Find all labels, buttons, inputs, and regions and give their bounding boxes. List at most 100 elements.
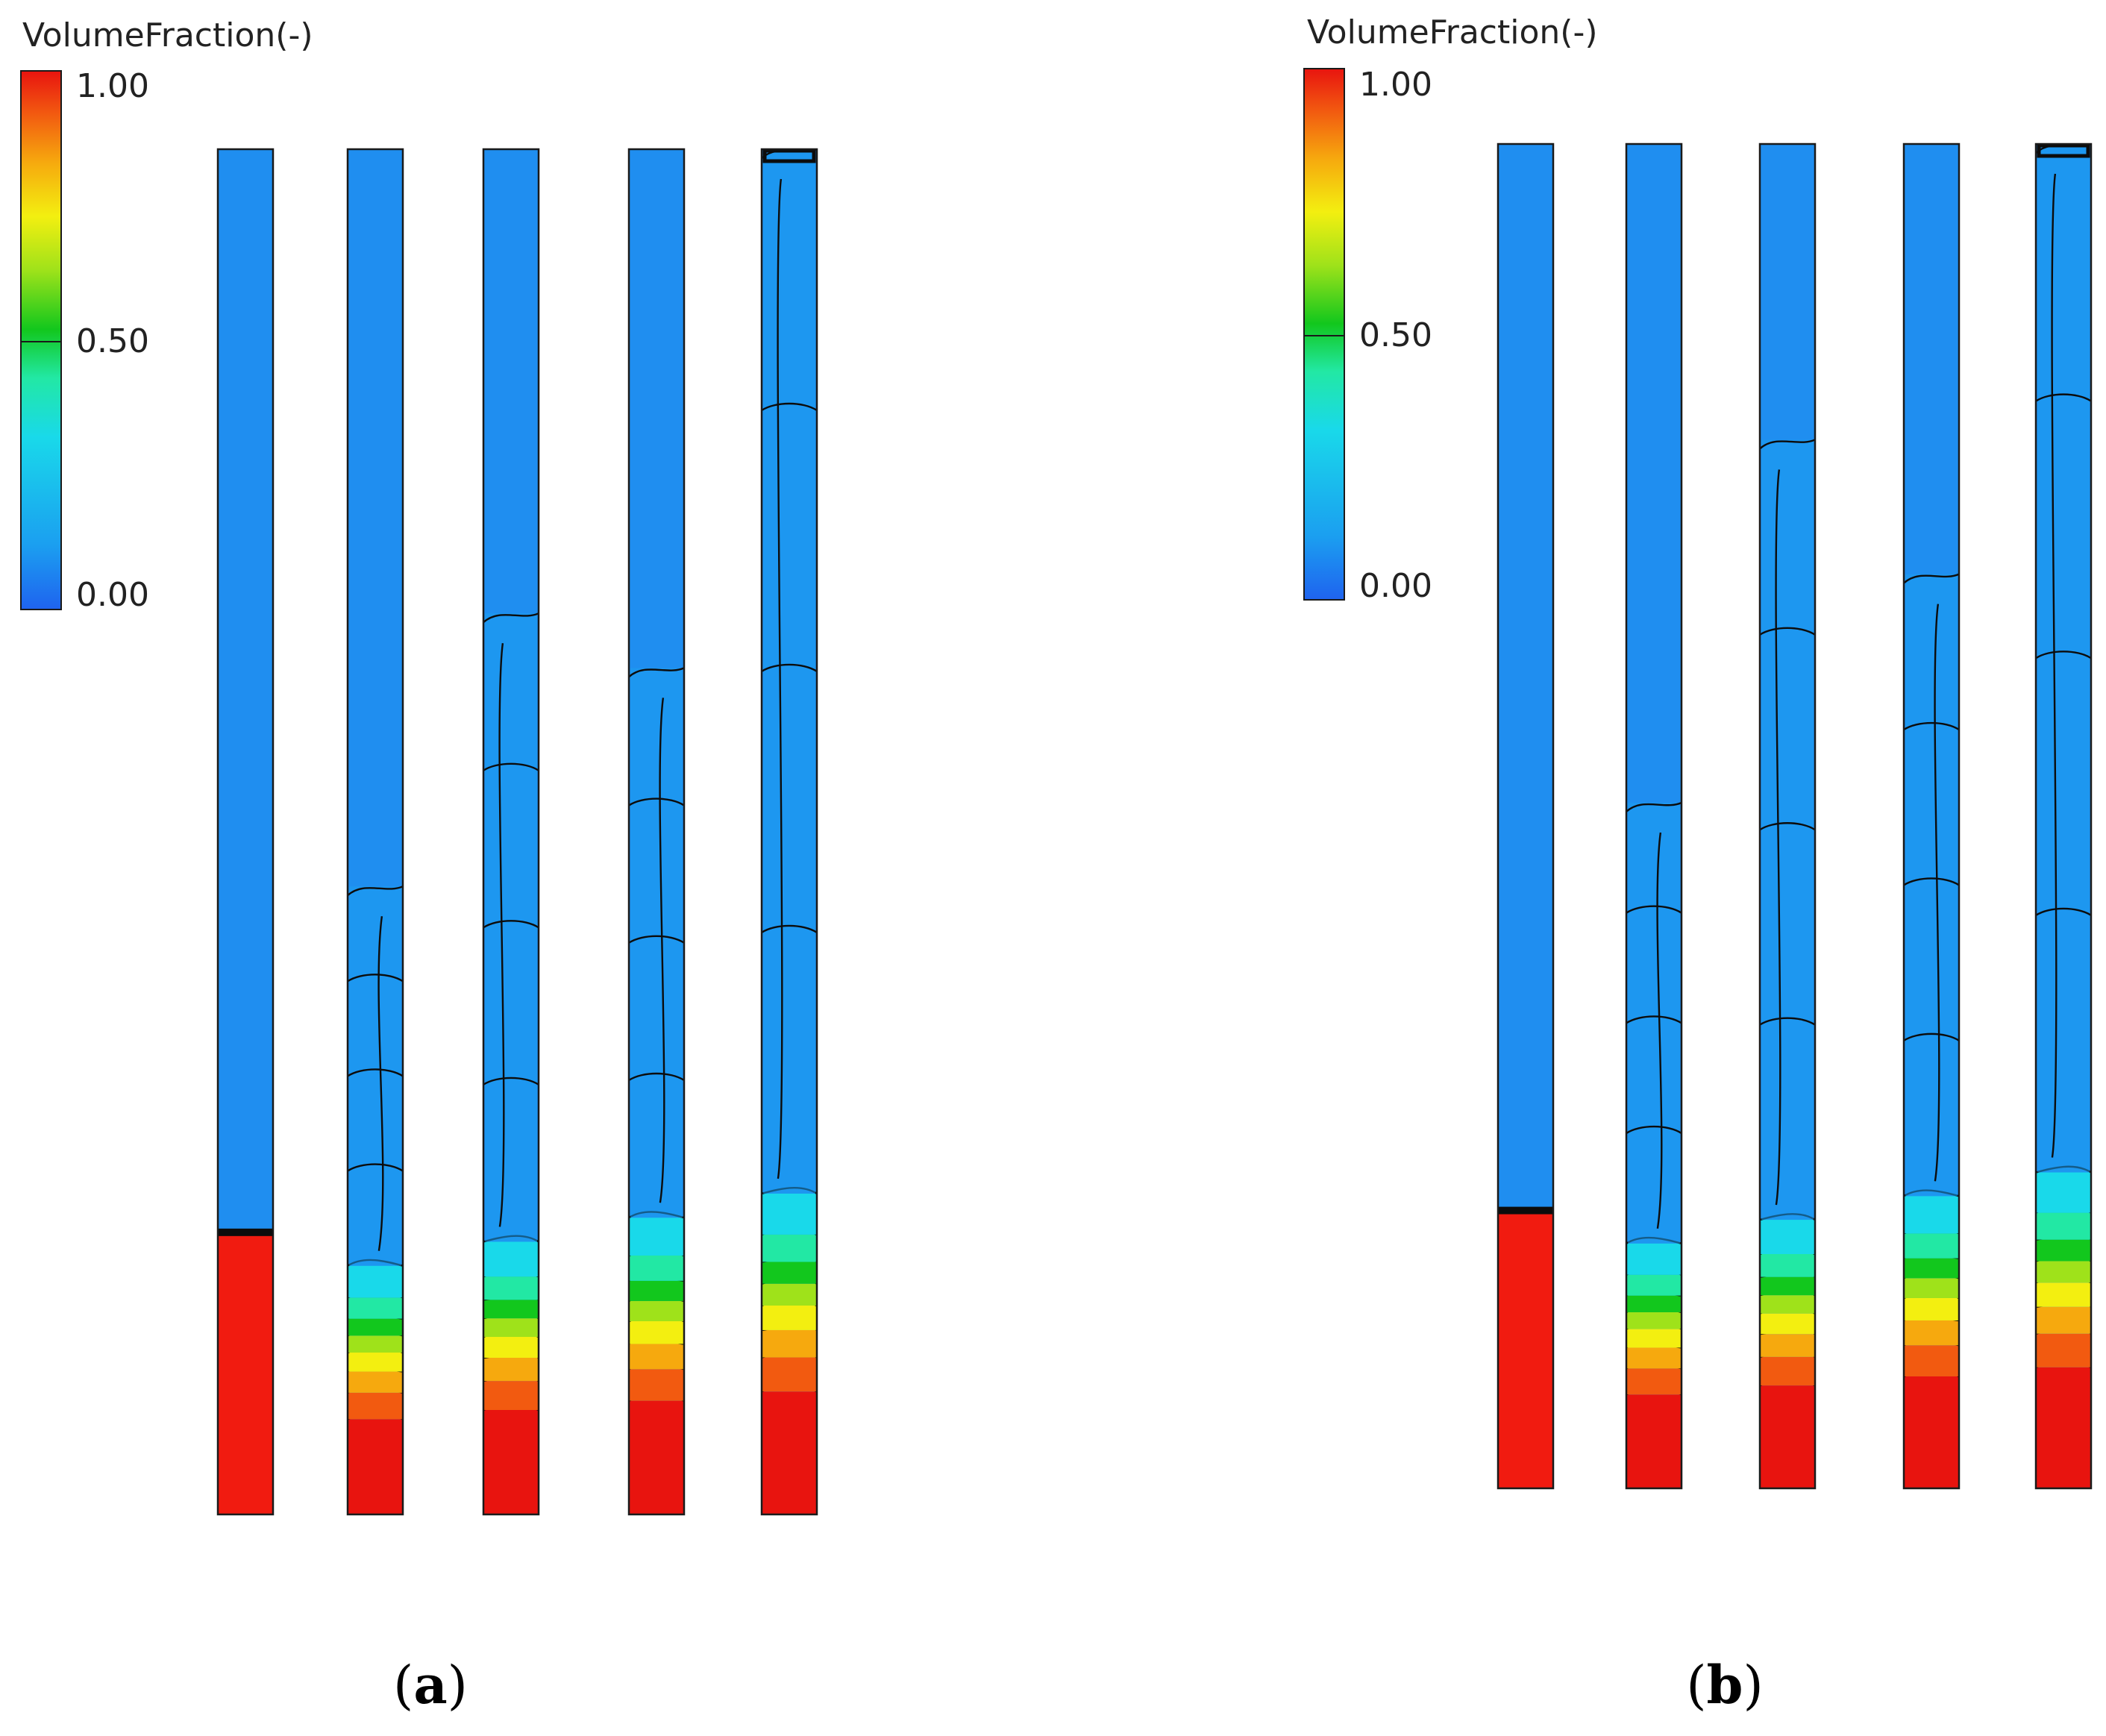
contour-band	[762, 1357, 817, 1392]
contour-band	[1904, 1258, 1959, 1279]
contour-line	[483, 762, 539, 771]
contour-line	[483, 920, 539, 929]
contour-line	[628, 798, 685, 806]
tube-outline	[1625, 142, 1683, 1490]
tube-outline	[482, 148, 540, 1516]
interface-line	[218, 1228, 273, 1236]
tube-series-a	[216, 148, 818, 1516]
contour-line	[1759, 822, 1816, 831]
contour-line	[347, 886, 404, 897]
contour-line	[1775, 469, 1781, 1206]
contour-band	[348, 1335, 403, 1353]
contour-line	[2051, 173, 2058, 1158]
contour-band	[2036, 1261, 2091, 1283]
contour-band	[762, 1306, 817, 1330]
dilute-plume	[1761, 439, 1814, 1220]
contour-line	[761, 924, 818, 933]
dilute-plume	[1628, 802, 1680, 1244]
contour-line	[1626, 1015, 1682, 1024]
colorbar-legend-a: VolumeFraction(-) 1.00 0.50 0.00	[20, 16, 313, 614]
contour-line	[761, 402, 818, 412]
tick-label-bottom-b: 0.00	[1359, 567, 1432, 605]
contour-band	[1904, 1233, 1959, 1259]
tube-outline	[216, 148, 275, 1516]
tick-label-mid-b: 0.50	[1359, 316, 1432, 354]
tube-5	[760, 148, 818, 1516]
contour-line	[1903, 721, 1960, 731]
contour-line	[628, 667, 685, 678]
contour-band	[629, 1400, 684, 1514]
contour-band	[2036, 1172, 2091, 1213]
contour-line	[347, 1163, 404, 1172]
panel-b: VolumeFraction(-) 1.00 0.50 0.00 (b)	[1303, 13, 2093, 1716]
contour-band	[1626, 1274, 1682, 1296]
contour-band	[2036, 1212, 2091, 1240]
contour-band	[1760, 1313, 1815, 1335]
contour-line	[1759, 439, 1816, 450]
contour-line	[1903, 573, 1960, 584]
colorbar-a	[20, 70, 62, 610]
contour-band	[1626, 1295, 1682, 1312]
contour-line	[628, 935, 685, 944]
dilute-plume	[630, 668, 683, 1218]
contour-line	[1934, 604, 1940, 1182]
contour-band	[629, 1218, 684, 1256]
tick-label-top-a: 1.00	[76, 67, 149, 105]
tick-label-top-b: 1.00	[1359, 66, 1432, 104]
tube-series-b	[1497, 142, 2093, 1490]
contour-band	[1760, 1254, 1815, 1277]
panel-label-a: (a)	[393, 1654, 468, 1716]
contour-band	[629, 1369, 684, 1401]
contour-band	[629, 1300, 684, 1322]
colorbar-legend-b: VolumeFraction(-) 1.00 0.50 0.00	[1303, 13, 1598, 605]
contour-band	[483, 1410, 539, 1514]
contour-line	[498, 643, 505, 1227]
contour-band	[348, 1371, 403, 1393]
contour-band	[1626, 1312, 1682, 1329]
contour-band	[483, 1241, 539, 1277]
contour-line	[1759, 1017, 1816, 1026]
contour-line	[347, 974, 404, 983]
top-boundary-contour	[2037, 143, 2090, 158]
liquid-column	[1498, 1212, 1553, 1488]
contour-band	[483, 1318, 539, 1338]
contour-band	[348, 1265, 403, 1298]
tube-1	[1497, 142, 1555, 1490]
tube-outline	[1902, 142, 1961, 1490]
contour-band	[762, 1193, 817, 1235]
contour-band	[348, 1419, 403, 1514]
contour-band	[1626, 1394, 1682, 1488]
contour-band	[762, 1391, 817, 1514]
contour-line	[1626, 1125, 1682, 1135]
tube-4	[627, 148, 686, 1516]
contour-line	[2035, 907, 2092, 916]
dilute-plume	[485, 613, 537, 1242]
contour-band	[762, 1283, 817, 1306]
interface-line	[1498, 1206, 1553, 1215]
dilute-plume	[1905, 574, 1958, 1197]
contour-band	[2036, 1306, 2091, 1334]
contour-band	[1904, 1320, 1959, 1346]
contour-band	[1626, 1329, 1682, 1348]
contour-band	[1904, 1345, 1959, 1376]
contour-band	[1760, 1295, 1815, 1314]
contour-band	[1904, 1278, 1959, 1298]
contour-band	[1626, 1243, 1682, 1275]
tube-outline	[627, 148, 686, 1516]
contour-band	[1760, 1385, 1815, 1488]
contour-band	[348, 1297, 403, 1319]
contour-band	[1760, 1276, 1815, 1296]
contour-band	[1904, 1196, 1959, 1234]
contour-band	[483, 1381, 539, 1411]
contour-band	[762, 1234, 817, 1262]
top-boundary-contour	[762, 148, 816, 163]
contour-band	[762, 1262, 817, 1284]
contour-line	[2035, 393, 2092, 402]
contour-line	[1903, 877, 1960, 886]
contour-band	[629, 1321, 684, 1344]
contour-line	[777, 178, 783, 1179]
contour-line	[1656, 832, 1663, 1229]
tube-outline	[1497, 142, 1555, 1490]
contour-band	[2036, 1367, 2091, 1488]
